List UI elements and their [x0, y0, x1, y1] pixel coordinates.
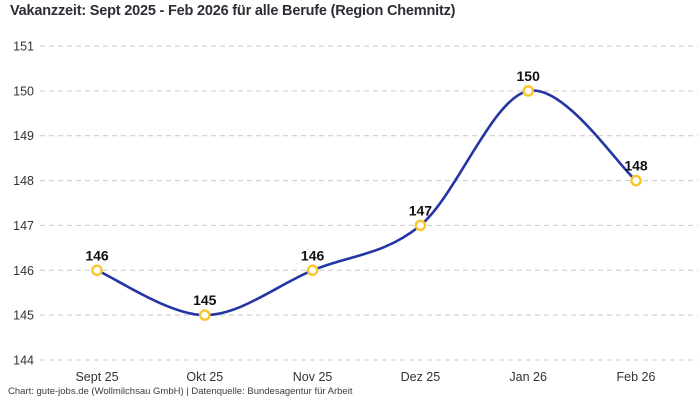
data-point-marker[interactable]	[198, 309, 211, 321]
data-point-marker[interactable]	[522, 85, 535, 97]
y-tick-label: 151	[13, 40, 34, 54]
chart-footer-attribution: Chart: gute-jobs.de (Wollmilchsau GmbH) …	[8, 386, 353, 397]
data-point-marker[interactable]	[91, 264, 103, 277]
x-tick-label: Dez 25	[401, 370, 441, 384]
x-tick-label: Feb 26	[617, 370, 656, 384]
x-tick-label: Sept 25	[75, 370, 118, 384]
data-point-label: 145	[193, 292, 217, 308]
x-tick-label: Nov 25	[293, 370, 333, 384]
data-point-label: 146	[85, 247, 109, 263]
y-tick-label: 148	[13, 174, 34, 188]
y-tick-label: 145	[13, 309, 34, 323]
chart-title: Vakanzzeit: Sept 2025 - Feb 2026 für all…	[10, 3, 456, 19]
data-point-marker[interactable]	[414, 219, 427, 232]
data-point-label: 148	[624, 158, 648, 174]
y-tick-label: 146	[13, 264, 34, 278]
data-point-label: 146	[301, 247, 325, 263]
y-tick-label: 149	[13, 129, 34, 143]
y-tick-label: 144	[13, 354, 34, 368]
x-tick-label: Jan 26	[509, 370, 547, 384]
line-series-path	[95, 89, 638, 317]
data-point-label: 150	[517, 68, 541, 84]
y-tick-label: 147	[13, 219, 34, 233]
data-point-label: 147	[409, 202, 433, 218]
data-point-marker[interactable]	[630, 174, 642, 187]
y-tick-label: 150	[13, 84, 34, 98]
x-tick-label: Okt 25	[186, 370, 223, 384]
data-point-marker[interactable]	[306, 264, 319, 277]
